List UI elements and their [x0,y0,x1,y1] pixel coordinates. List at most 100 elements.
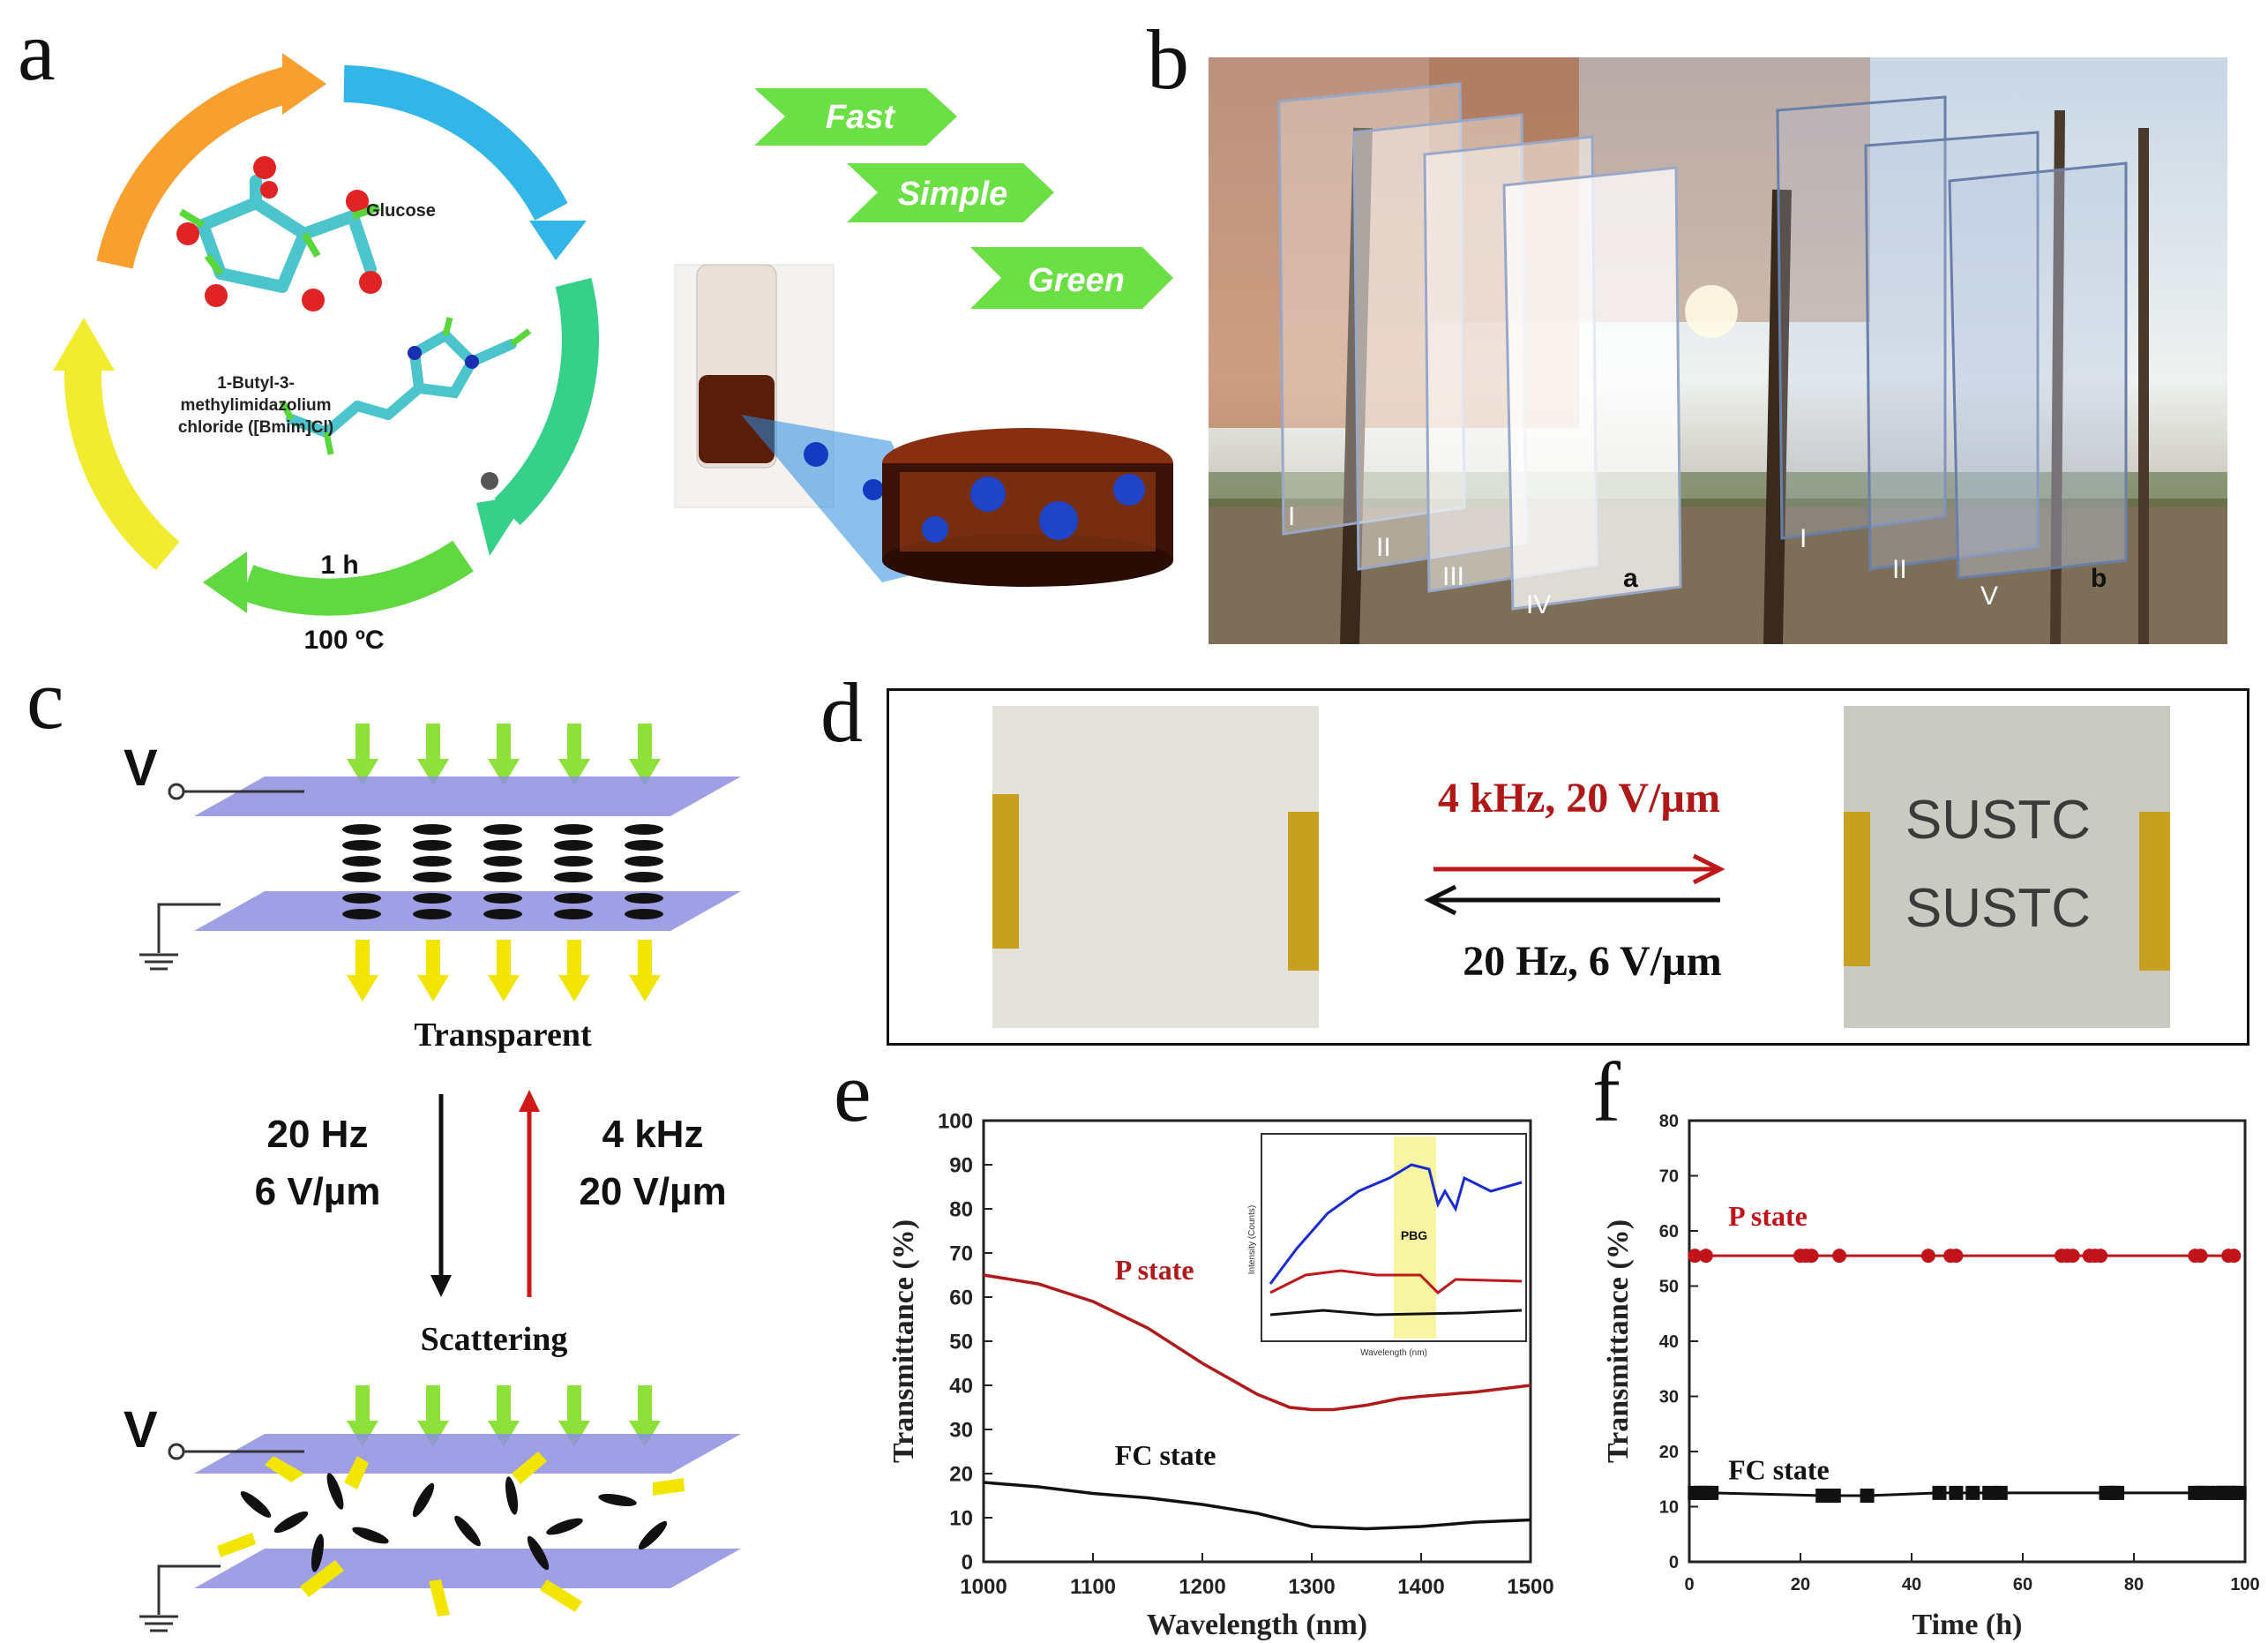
y-tick-label: 70 [949,1242,973,1265]
svg-text:Simple: Simple [898,176,1008,213]
series-line-0 [983,1273,1531,1412]
pane-label-II: II [1376,533,1391,562]
data-point [2093,1249,2108,1264]
voltage-label-top: V [124,739,158,797]
chart-f-p-state-label: P state [1728,1200,1808,1232]
down-label-freq: 20 Hz [267,1113,369,1156]
pane-label-III: III [1442,562,1464,591]
pane-b-V [1948,161,2128,580]
data-point [1704,1485,1719,1500]
x-tick-label: 60 [2013,1575,2032,1594]
svg-text:Fast: Fast [826,99,895,136]
x-tick-label: 20 [1791,1575,1810,1594]
x-tick-label: 100 [2230,1575,2259,1594]
pane-b-II [1864,131,2040,571]
inset-band-label: PBG [1401,1228,1427,1242]
y-tick-label: 80 [1659,1112,1679,1131]
panel-b-photo: I II III IV I II V a b [1209,57,2227,644]
material-disk [882,428,1173,587]
data-point [1688,1249,1703,1264]
svg-text:Green: Green [1028,262,1125,299]
y-tick-label: 50 [949,1330,973,1354]
y-tick-label: 80 [949,1197,973,1221]
x-tick-label: 80 [2124,1575,2144,1594]
x-tick-label: 1200 [1179,1575,1225,1599]
data-point [1832,1249,1847,1264]
y-tick-label: 70 [1659,1167,1679,1187]
chart-e-xlabel: Wavelength (nm) [1147,1609,1367,1641]
pane-label-I: I [1288,502,1295,531]
down-label-field: 6 V/µm [255,1170,381,1213]
glucose-label: Glucose [366,201,436,221]
arc-green [240,540,474,616]
glucose-molecule-icon [176,156,382,311]
y-tick-label: 50 [1659,1278,1679,1297]
il-label-line-2: methylimidazolium [180,396,331,415]
chart-e-ylabel: Transmittance (%) [887,1219,920,1463]
y-tick-label: 10 [949,1506,973,1530]
particle [804,442,828,467]
sample-text-1: SUSTC [1905,790,2091,851]
transparent-cell: V [124,724,741,1002]
x-tick-label: 1400 [1397,1575,1444,1599]
il-label-line-3: chloride ([Bmim]Cl) [178,418,333,437]
y-tick-label: 40 [1659,1332,1679,1352]
y-tick-label: 60 [949,1286,973,1309]
pane-label-b-II: II [1892,555,1907,584]
arc-orange [96,65,296,269]
il-label-line-1: 1-Butyl-3- [217,374,295,393]
panel-letter-d: d [820,665,863,760]
x-tick-label: 1500 [1507,1575,1553,1599]
y-tick-label: 100 [938,1109,973,1133]
x-tick-label: 0 [1684,1575,1694,1594]
voltage-label-bottom: V [124,1401,158,1459]
chart-f: 0 20 40 60 80 100 0 10 20 30 40 50 60 70 80 Time (h) T… [1602,1112,2260,1641]
chart-e-p-state-label: P state [1115,1254,1194,1286]
data-point [1982,1485,1997,1500]
cycle-arrows [53,53,599,616]
x-tick-label: 1300 [1288,1575,1335,1599]
pane-label-b-I: I [1800,524,1807,553]
x-tick-label: 1000 [960,1575,1007,1599]
sample-text-2: SUSTC [1905,878,2091,939]
y-tick-label: 60 [1659,1222,1679,1242]
reverse-label: 20 Hz, 6 V/µm [1463,938,1721,985]
chart-f-ylabel: Transmittance (%) [1602,1219,1635,1463]
data-point [1932,1485,1947,1500]
particle [863,479,884,500]
y-tick-label: 0 [962,1550,973,1574]
data-point [1698,1249,1713,1264]
time-label: 1 h [320,551,358,580]
scattering-cell: V [124,1385,741,1632]
y-tick-label: 20 [949,1462,973,1486]
panel-c: V Transparent 20 Hz 6 V/µm 4 kHz 20 V/µm… [124,724,741,1632]
data-point [2227,1249,2242,1264]
pane-label-a: a [1623,564,1638,593]
panel-letter-a: a [18,4,56,98]
arc-blue [343,65,568,221]
banner-simple: Simple [847,163,1054,222]
data-point [2232,1485,2247,1500]
ionic-liquid-molecule-icon [279,317,532,490]
up-label-field: 20 V/µm [579,1170,726,1213]
x-tick-label: 40 [1902,1575,1921,1594]
temperature-label: 100 ºC [303,626,384,655]
arc-teal [494,277,599,526]
sample-transparent: SUSTC SUSTC [1844,706,2170,1028]
x-tick-label: 1100 [1070,1575,1116,1599]
data-point [2193,1249,2208,1264]
chart-f-xlabel: Time (h) [1912,1609,2023,1641]
panel-letter-e: e [834,1045,872,1139]
panel-letter-c: c [26,652,64,746]
pane-b-I [1776,95,1947,540]
panel-a: Glucose 1-Butyl-3- methylimidazolium chl… [53,53,1173,655]
y-tick-label: 30 [1659,1388,1679,1407]
data-point [1949,1249,1964,1264]
data-point [2065,1249,2080,1264]
panel-letter-b: b [1147,12,1189,107]
y-tick-label: 90 [949,1153,973,1177]
y-tick-label: 20 [1659,1443,1679,1462]
inset-ylabel: Intensity (Counts) [1247,1205,1257,1274]
panel-letter-f: f [1592,1045,1621,1139]
data-point [1965,1485,1980,1500]
